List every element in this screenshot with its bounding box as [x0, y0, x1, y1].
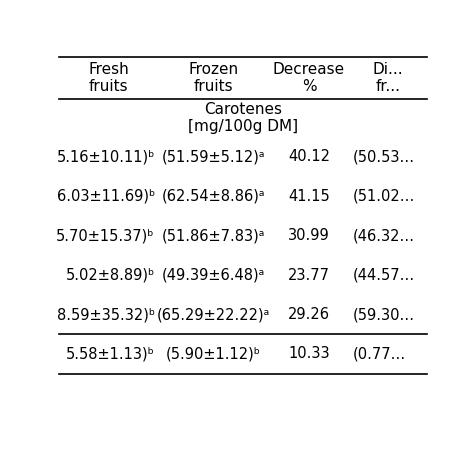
Text: 5.58±1.13)ᵇ: 5.58±1.13)ᵇ: [66, 346, 155, 362]
Text: 23.77: 23.77: [288, 268, 330, 283]
Text: Frozen
fruits: Frozen fruits: [189, 62, 238, 94]
Text: (5.90±1.12)ᵇ: (5.90±1.12)ᵇ: [166, 346, 261, 362]
Text: (46.32…: (46.32…: [353, 228, 415, 243]
Text: 40.12: 40.12: [288, 149, 330, 164]
Text: (0.77…: (0.77…: [353, 346, 406, 362]
Text: (51.02…: (51.02…: [353, 189, 415, 204]
Text: 30.99: 30.99: [288, 228, 330, 243]
Text: 6.03±11.69)ᵇ: 6.03±11.69)ᵇ: [56, 189, 155, 204]
Text: (65.29±22.22)ᵃ: (65.29±22.22)ᵃ: [157, 307, 270, 322]
Text: 41.15: 41.15: [288, 189, 330, 204]
Text: Di...
fr...: Di... fr...: [373, 62, 403, 94]
Text: (44.57…: (44.57…: [353, 268, 415, 283]
Text: (51.86±7.83)ᵃ: (51.86±7.83)ᵃ: [162, 228, 265, 243]
Text: 10.33: 10.33: [288, 346, 330, 362]
Text: 8.59±35.32)ᵇ: 8.59±35.32)ᵇ: [56, 307, 155, 322]
Text: 5.16±10.11)ᵇ: 5.16±10.11)ᵇ: [56, 149, 155, 164]
Text: Fresh
fruits: Fresh fruits: [89, 62, 129, 94]
Text: (50.53…: (50.53…: [353, 149, 415, 164]
Text: (49.39±6.48)ᵃ: (49.39±6.48)ᵃ: [162, 268, 265, 283]
Text: (62.54±8.86)ᵃ: (62.54±8.86)ᵃ: [162, 189, 265, 204]
Text: 5.70±15.37)ᵇ: 5.70±15.37)ᵇ: [56, 228, 155, 243]
Text: Carotenes
[mg/100g DM]: Carotenes [mg/100g DM]: [188, 102, 298, 134]
Text: (59.30…: (59.30…: [353, 307, 415, 322]
Text: 29.26: 29.26: [288, 307, 330, 322]
Text: Decrease
%: Decrease %: [273, 62, 345, 94]
Text: (51.59±5.12)ᵃ: (51.59±5.12)ᵃ: [162, 149, 265, 164]
Text: 5.02±8.89)ᵇ: 5.02±8.89)ᵇ: [65, 268, 155, 283]
